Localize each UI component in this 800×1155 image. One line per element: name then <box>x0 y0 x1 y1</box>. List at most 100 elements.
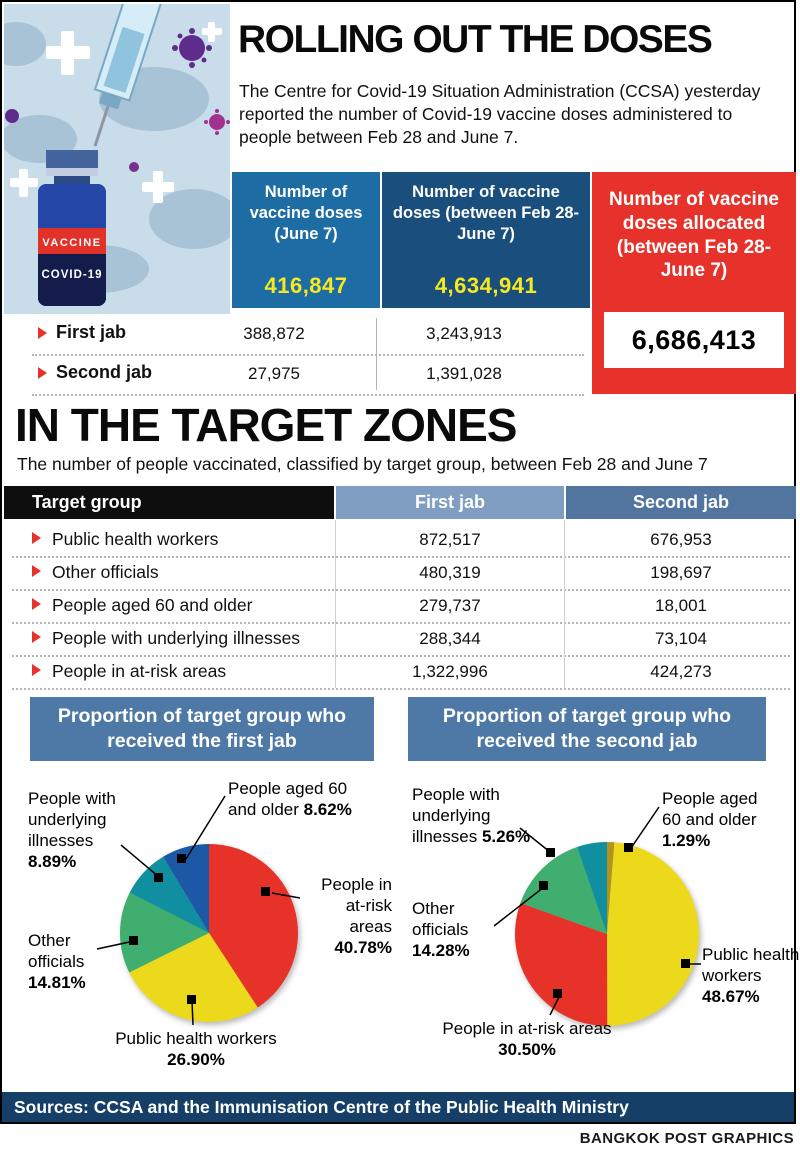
target-group-label: Public health workers <box>52 529 219 549</box>
second-jab-value: 424,273 <box>650 662 712 681</box>
bullet-triangle-icon <box>32 631 41 643</box>
target-header-first-jab: First jab <box>336 486 564 519</box>
row-divider <box>12 688 790 690</box>
target-header-second-jab: Second jab <box>566 486 796 519</box>
second-jab-value: 198,697 <box>650 563 712 582</box>
vial-name-text: COVID-19 <box>41 269 102 281</box>
credit-text: BANGKOK POST GRAPHICS <box>579 1130 794 1147</box>
bullet-triangle-icon <box>38 327 47 339</box>
row-divider <box>32 394 584 396</box>
bullet-triangle-icon <box>32 598 41 610</box>
plus-icons <box>10 22 222 203</box>
virus-icons <box>5 28 230 172</box>
pie1-leader-lines <box>96 795 301 1026</box>
pie1-canvas <box>96 795 301 1026</box>
pie-slice <box>520 846 607 934</box>
table-row: Other officials 480,319 198,697 <box>4 556 796 589</box>
pie-slice <box>120 892 209 973</box>
section-subtitle: The number of people vaccinated, classif… <box>17 454 708 474</box>
second-jab-value: 18,001 <box>655 596 707 615</box>
pie2-label-aged60: People aged 60 and older 1.29% <box>662 789 758 851</box>
pie1-slices <box>120 844 298 1022</box>
doses-row-label: Second jab <box>56 362 153 382</box>
doses-row-first-jab: First jab 388,872 3,243,913 <box>2 316 594 354</box>
second-jab-value: 676,953 <box>650 530 712 549</box>
pie1-label-aged60: People aged 60 and older 8.62% <box>228 779 352 820</box>
pie-slice <box>129 856 209 933</box>
pie1-label-officials: Other officials 14.81% <box>28 931 86 993</box>
doses-row-value-cumulative: 1,391,028 <box>426 364 502 383</box>
pie1-label-public-health: Public health workers 26.90% <box>115 1029 277 1070</box>
pie2-label-at-risk: People in at-risk areas 30.50% <box>442 1019 612 1060</box>
column-divider <box>376 318 377 390</box>
first-jab-value: 872,517 <box>419 530 481 549</box>
vial-icon: VACCINE COVID-19 <box>38 150 106 306</box>
syringe-icon <box>93 4 169 147</box>
doses-allocated-panel: Number of vaccine doses allocated (betwe… <box>592 172 796 394</box>
pie2-leader-lines <box>493 806 701 1016</box>
doses-june7-total: 416,847 <box>264 273 348 298</box>
doses-allocated-header: Number of vaccine doses allocated (betwe… <box>609 189 779 282</box>
pie-slice <box>514 903 608 1027</box>
vial-label-text: VACCINE <box>42 237 101 249</box>
pie1-label-at-risk: People in at-risk areas 40.78% <box>321 875 392 958</box>
pie2-label-public-health: Public health workers 48.67% <box>702 945 800 1007</box>
target-group-label: People aged 60 and older <box>52 595 253 615</box>
target-group-label: Other officials <box>52 562 159 582</box>
row-divider <box>12 622 790 624</box>
row-divider <box>12 655 790 657</box>
doses-row-value-cumulative: 3,243,913 <box>426 324 502 343</box>
doses-row-second-jab: Second jab 27,975 1,391,028 <box>2 356 594 394</box>
bullet-triangle-icon <box>32 664 41 676</box>
pie-chart-second-jab: Proportion of target group who received … <box>398 692 800 1094</box>
doses-col-cumulative-header: Number of vaccine doses (between Feb 28-… <box>392 183 580 244</box>
table-row: Public health workers 872,517 676,953 <box>4 523 796 556</box>
target-group-label: People with underlying illnesses <box>52 628 301 648</box>
main-title: ROLLING OUT THE DOSES <box>238 18 713 61</box>
column-divider <box>335 520 336 688</box>
row-divider <box>12 589 790 591</box>
vaccine-illustration: VACCINE COVID-19 <box>4 4 230 314</box>
doses-col-cumulative: Number of vaccine doses (between Feb 28-… <box>382 172 590 308</box>
pie-slice <box>607 842 615 934</box>
pie2-label-officials: Other officials 14.28% <box>412 899 470 961</box>
row-divider <box>32 354 584 356</box>
pie-slice <box>129 933 258 1022</box>
pie2-canvas <box>493 806 701 1027</box>
pie1-title: Proportion of target group who received … <box>30 697 374 761</box>
pie-slice <box>209 844 298 1008</box>
target-group-label: People in at-risk areas <box>52 661 227 681</box>
bullet-triangle-icon <box>32 565 41 577</box>
doses-col-june7: Number of vaccine doses (June 7) 416,847 <box>232 172 380 308</box>
doses-col-june7-header: Number of vaccine doses (June 7) <box>249 183 363 244</box>
table-row: People aged 60 and older 279,737 18,001 <box>4 589 796 622</box>
row-divider <box>12 556 790 558</box>
pie-chart-first-jab: Proportion of target group who received … <box>4 692 398 1094</box>
first-jab-value: 288,344 <box>419 629 481 648</box>
intro-text: The Centre for Covid-19 Situation Admini… <box>239 81 761 148</box>
pie-slice <box>577 842 607 934</box>
doses-row-label: First jab <box>56 322 127 342</box>
sources-bar: Sources: CCSA and the Immunisation Centr… <box>2 1092 794 1122</box>
doses-cumulative-total: 4,634,941 <box>434 273 538 298</box>
first-jab-value: 480,319 <box>419 563 481 582</box>
pie-slice <box>607 842 700 1026</box>
column-divider <box>564 520 565 688</box>
frame-border: VACCINE COVID-19 <box>0 0 800 1124</box>
pie2-label-underlying: People with underlying illnesses 5.26% <box>412 785 531 847</box>
target-header-group: Target group <box>4 486 334 519</box>
doses-row-value-june7: 27,975 <box>248 364 300 383</box>
first-jab-value: 279,737 <box>419 596 481 615</box>
table-row: People in at-risk areas 1,322,996 424,27… <box>4 655 796 688</box>
table-row: People with underlying illnesses 288,344… <box>4 622 796 655</box>
doses-row-value-june7: 388,872 <box>243 324 305 343</box>
bullet-triangle-icon <box>38 367 47 379</box>
bullet-triangle-icon <box>32 532 41 544</box>
second-jab-value: 73,104 <box>655 629 707 648</box>
pie2-slices <box>514 842 700 1027</box>
pie1-label-underlying: People with underlying illnesses 8.89% <box>28 789 116 872</box>
doses-allocated-value: 6,686,413 <box>604 312 784 368</box>
pie2-title: Proportion of target group who received … <box>408 697 766 761</box>
first-jab-value: 1,322,996 <box>412 662 488 681</box>
